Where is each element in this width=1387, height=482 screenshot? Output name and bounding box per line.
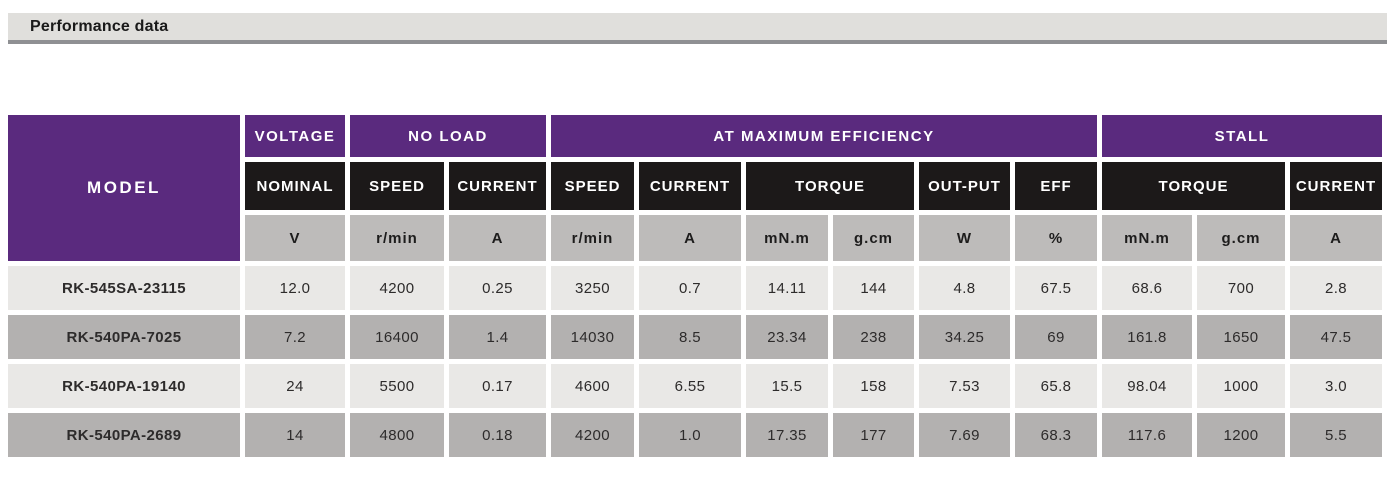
table-cell: 177 — [833, 413, 914, 457]
table-cell: 117.6 — [1102, 413, 1192, 457]
cell-model: RK-545SA-23115 — [8, 266, 240, 310]
header-group-no-load: NO LOAD — [350, 115, 546, 157]
subheader-eff: EFF — [1015, 162, 1097, 210]
table-cell: 4600 — [551, 364, 634, 408]
header-group-stall: STALL — [1102, 115, 1382, 157]
table-cell: 67.5 — [1015, 266, 1097, 310]
unit-current-maxeff: A — [639, 215, 741, 261]
table-cell: 238 — [833, 315, 914, 359]
cell-model: RK-540PA-19140 — [8, 364, 240, 408]
subheader-torque-stall: TORQUE — [1102, 162, 1285, 210]
unit-speed-maxeff: r/min — [551, 215, 634, 261]
table-cell: 24 — [245, 364, 345, 408]
table-cell: 17.35 — [746, 413, 828, 457]
table-cell: 14030 — [551, 315, 634, 359]
unit-torque-mnm-maxeff: mN.m — [746, 215, 828, 261]
header-sub-row: NOMINAL SPEED CURRENT SPEED CURRENT TORQ… — [8, 162, 1382, 210]
subheader-speed-noload: SPEED — [350, 162, 444, 210]
table-cell: 14 — [245, 413, 345, 457]
unit-torque-gcm-maxeff: g.cm — [833, 215, 914, 261]
unit-current-stall: A — [1290, 215, 1382, 261]
table-cell: 3.0 — [1290, 364, 1382, 408]
table-cell: 7.53 — [919, 364, 1010, 408]
header-group-row: MODEL VOLTAGE NO LOAD AT MAXIMUM EFFICIE… — [8, 115, 1382, 261]
table-cell: 1200 — [1197, 413, 1285, 457]
subheader-output: OUT-PUT — [919, 162, 1010, 210]
table-cell: 1.0 — [639, 413, 741, 457]
table-cell: 1650 — [1197, 315, 1285, 359]
cell-model: RK-540PA-7025 — [8, 315, 240, 359]
table-cell: 0.25 — [449, 266, 546, 310]
table-cell: 98.04 — [1102, 364, 1192, 408]
table-cell: 7.2 — [245, 315, 345, 359]
table-cell: 5.5 — [1290, 413, 1382, 457]
table-cell: 0.17 — [449, 364, 546, 408]
table-row: RK-545SA-23115 12.0 4200 0.25 3250 0.7 1… — [8, 266, 1382, 310]
section-header-bar: Performance data — [8, 13, 1387, 44]
table-cell: 14.11 — [746, 266, 828, 310]
table-cell: 68.6 — [1102, 266, 1192, 310]
unit-output-w: W — [919, 215, 1010, 261]
table-cell: 15.5 — [746, 364, 828, 408]
table-row: RK-540PA-19140 24 5500 0.17 4600 6.55 15… — [8, 364, 1382, 408]
table-cell: 47.5 — [1290, 315, 1382, 359]
table-cell: 0.18 — [449, 413, 546, 457]
subheader-current-noload: CURRENT — [449, 162, 546, 210]
table-cell: 16400 — [350, 315, 444, 359]
table-cell: 68.3 — [1015, 413, 1097, 457]
cell-model: RK-540PA-2689 — [8, 413, 240, 457]
table-cell: 1000 — [1197, 364, 1285, 408]
unit-torque-gcm-stall: g.cm — [1197, 215, 1285, 261]
table-cell: 161.8 — [1102, 315, 1192, 359]
table-row: RK-540PA-7025 7.2 16400 1.4 14030 8.5 23… — [8, 315, 1382, 359]
table-cell: 7.69 — [919, 413, 1010, 457]
table-cell: 12.0 — [245, 266, 345, 310]
subheader-current-stall: CURRENT — [1290, 162, 1382, 210]
subheader-speed-maxeff: SPEED — [551, 162, 634, 210]
unit-speed-noload: r/min — [350, 215, 444, 261]
table-cell: 6.55 — [639, 364, 741, 408]
table-cell: 4800 — [350, 413, 444, 457]
table-row: RK-540PA-2689 14 4800 0.18 4200 1.0 17.3… — [8, 413, 1382, 457]
header-model: MODEL — [8, 115, 240, 261]
header-group-max-efficiency: AT MAXIMUM EFFICIENCY — [551, 115, 1097, 157]
table-cell: 700 — [1197, 266, 1285, 310]
table-cell: 34.25 — [919, 315, 1010, 359]
section-title: Performance data — [30, 17, 169, 35]
table-cell: 144 — [833, 266, 914, 310]
table-cell: 69 — [1015, 315, 1097, 359]
subheader-torque-maxeff: TORQUE — [746, 162, 914, 210]
table-cell: 3250 — [551, 266, 634, 310]
table-cell: 4.8 — [919, 266, 1010, 310]
subheader-current-maxeff: CURRENT — [639, 162, 741, 210]
unit-current-noload: A — [449, 215, 546, 261]
table-cell: 23.34 — [746, 315, 828, 359]
subheader-nominal: NOMINAL — [245, 162, 345, 210]
table-cell: 158 — [833, 364, 914, 408]
table-cell: 4200 — [350, 266, 444, 310]
unit-nominal-v: V — [245, 215, 345, 261]
header-units-row: V r/min A r/min A mN.m g.cm W % mN.m g.c… — [8, 215, 1382, 261]
table-cell: 8.5 — [639, 315, 741, 359]
unit-torque-mnm-stall: mN.m — [1102, 215, 1192, 261]
table-cell: 1.4 — [449, 315, 546, 359]
table-cell: 5500 — [350, 364, 444, 408]
table-cell: 65.8 — [1015, 364, 1097, 408]
unit-eff-pct: % — [1015, 215, 1097, 261]
header-group-voltage: VOLTAGE — [245, 115, 345, 157]
performance-data-table: MODEL VOLTAGE NO LOAD AT MAXIMUM EFFICIE… — [3, 110, 1387, 462]
table-cell: 4200 — [551, 413, 634, 457]
table-cell: 0.7 — [639, 266, 741, 310]
table-cell: 2.8 — [1290, 266, 1382, 310]
